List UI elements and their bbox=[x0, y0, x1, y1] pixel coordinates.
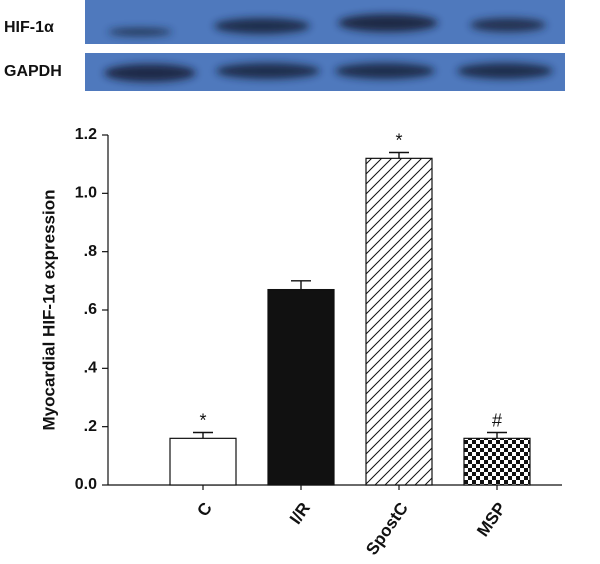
y-tick-label: 0.0 bbox=[75, 476, 97, 493]
x-tick-label: SpostC bbox=[362, 499, 412, 559]
y-tick-label: .6 bbox=[84, 301, 97, 318]
y-tick-label: .8 bbox=[84, 243, 97, 260]
bar bbox=[169, 437, 237, 486]
bar bbox=[267, 288, 335, 486]
error-bar bbox=[193, 431, 213, 439]
annotation: # bbox=[492, 411, 502, 431]
x-tick-label: MSP bbox=[473, 499, 510, 540]
y-tick-label: 1.2 bbox=[75, 126, 97, 143]
error-bar bbox=[487, 431, 507, 439]
y-tick-label: 1.0 bbox=[75, 185, 97, 202]
y-axis-title: Myocardial HIF-1α expression bbox=[39, 190, 58, 431]
error-bar bbox=[389, 151, 409, 159]
blot-label: GAPDH bbox=[4, 63, 62, 80]
error-bar bbox=[291, 280, 311, 290]
blot-panel bbox=[85, 0, 565, 91]
y-tick-label: .4 bbox=[84, 360, 97, 377]
blot-label: HIF-1α bbox=[4, 19, 54, 36]
bar bbox=[463, 437, 531, 486]
annotation: * bbox=[199, 411, 206, 431]
x-tick-label: I/R bbox=[286, 499, 314, 528]
annotation: * bbox=[395, 131, 402, 151]
x-tick-label: C bbox=[193, 499, 216, 520]
y-tick-label: .2 bbox=[84, 418, 97, 435]
bar bbox=[365, 157, 433, 486]
